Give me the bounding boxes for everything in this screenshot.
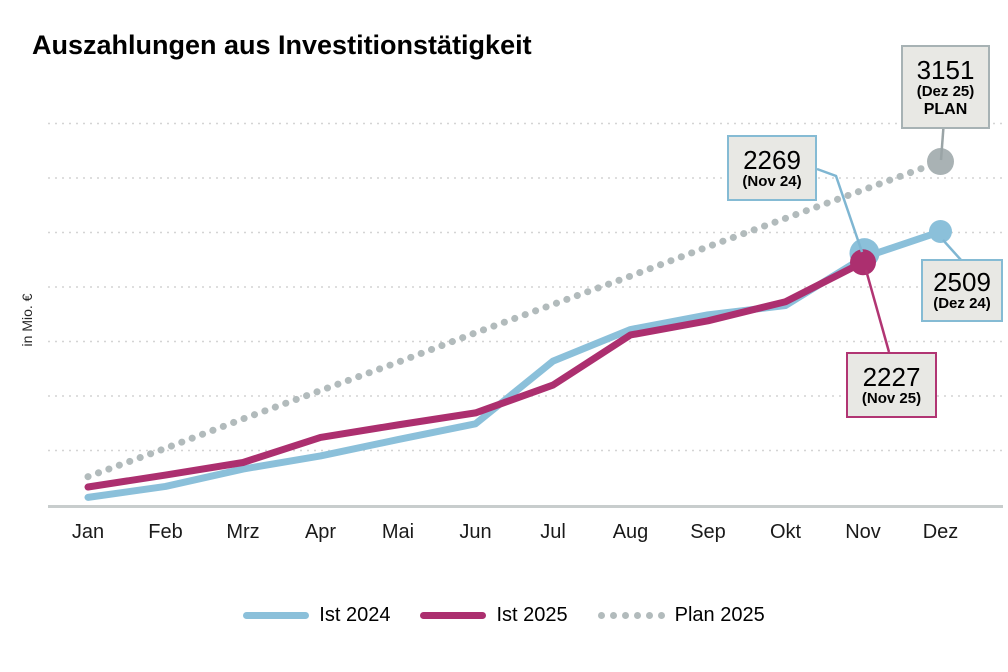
legend-item-plan-2025: Plan 2025 (597, 604, 765, 627)
annotation-ist-nov25: 2227 (Nov 25) (846, 352, 937, 418)
x-axis-label: Mai (382, 521, 414, 543)
legend-label: Ist 2024 (319, 604, 391, 626)
x-axis-label: Feb (148, 521, 182, 543)
annotation-period: (Dez 24) (933, 295, 991, 313)
x-axis-label: Mrz (226, 521, 259, 543)
annotation-value: 2509 (933, 267, 991, 298)
series-line-plan-2025 (84, 158, 944, 481)
legend-item-ist-2024: Ist 2024 (243, 604, 390, 627)
annotation-value: 2227 (862, 361, 921, 392)
legend-label: Ist 2025 (496, 604, 568, 626)
annotation-leader-line (942, 239, 962, 261)
annotation-period: (Nov 25) (861, 389, 922, 407)
legend-line-swatch-ist-2025 (420, 611, 487, 620)
annotation-leader-line (816, 167, 864, 253)
annotation-ist-dez24: 2509 (Dez 24) (921, 259, 1003, 322)
data-point-marker (929, 220, 952, 244)
x-axis-label: Aug (613, 521, 649, 543)
legend-dotted-swatch-plan-2025 (597, 612, 665, 619)
x-axis-label: Nov (845, 521, 881, 543)
x-axis-label: Jul (540, 521, 566, 543)
legend-label: Plan 2025 (674, 604, 765, 626)
annotation-ist-nov24: 2269 (Nov 24) (727, 135, 817, 201)
x-axis-label: Dez (923, 521, 959, 543)
annotation-period: (Dez 25) (916, 83, 975, 101)
x-axis-label: Jun (459, 521, 491, 543)
annotation-period: (Nov 24) (742, 172, 802, 190)
series-line-ist-2024 (84, 228, 944, 501)
annotation-value: 2269 (743, 144, 801, 175)
annotation-tag: PLAN (923, 100, 968, 118)
chart-title: Auszahlungen aus Investitionstätigkeit (32, 30, 532, 60)
series-line-ist-2025 (84, 258, 867, 491)
data-point-marker (927, 148, 954, 176)
data-point-marker (850, 249, 876, 276)
annotation-leader-line (864, 269, 891, 353)
x-axis-label: Sep (690, 521, 726, 543)
legend-item-ist-2025: Ist 2025 (420, 604, 568, 627)
annotation-value: 3151 (916, 55, 975, 86)
x-axis-label: Jan (72, 521, 104, 543)
legend-line-swatch-ist-2024 (243, 611, 310, 620)
annotation-plan-dez25: 3151 (Dez 25) PLAN (901, 45, 990, 129)
x-axis-label: Apr (305, 521, 336, 543)
x-axis-label: Okt (770, 521, 802, 543)
legend: Ist 2024 Ist 2025 Plan 2025 (0, 604, 1008, 627)
